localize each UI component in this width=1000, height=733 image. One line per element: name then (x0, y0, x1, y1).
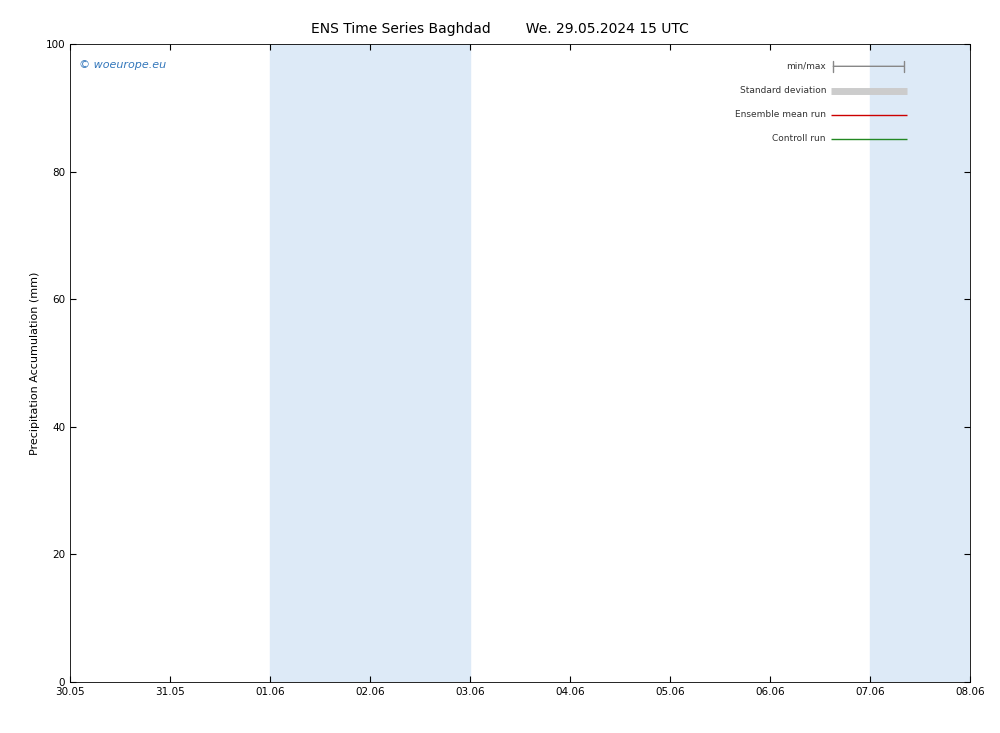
Text: ENS Time Series Baghdad        We. 29.05.2024 15 UTC: ENS Time Series Baghdad We. 29.05.2024 1… (311, 22, 689, 36)
Bar (270, 44, 470, 682)
Y-axis label: Precipitation Accumulation (mm): Precipitation Accumulation (mm) (30, 271, 40, 454)
Text: Standard deviation: Standard deviation (740, 86, 826, 95)
Text: min/max: min/max (786, 62, 826, 71)
Bar (870, 44, 1000, 682)
Text: Ensemble mean run: Ensemble mean run (735, 110, 826, 119)
Text: © woeurope.eu: © woeurope.eu (79, 60, 166, 70)
Text: Controll run: Controll run (772, 134, 826, 144)
